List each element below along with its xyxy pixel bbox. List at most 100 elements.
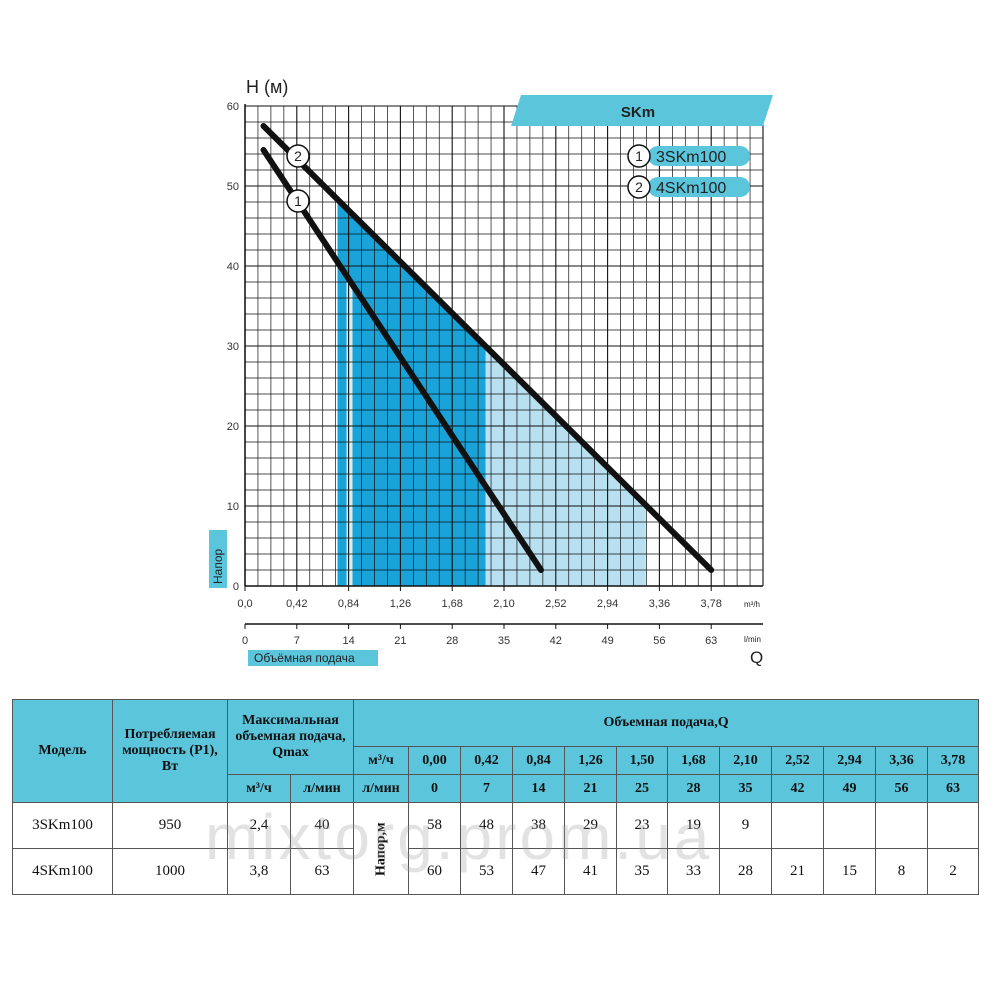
flow-m3h-cell: 3,78	[927, 746, 980, 775]
curve-marker-1-text: 1	[294, 193, 302, 209]
x-top-tick-label: 0,84	[338, 598, 359, 610]
x-top-tick-label: 0,0	[237, 598, 252, 610]
head-cell	[927, 802, 980, 849]
qmax-m3-cell: 2,4	[227, 802, 291, 849]
x-top-tick-label: 3,36	[649, 598, 670, 610]
x-top-tick-label: 2,52	[545, 598, 566, 610]
qmax-m3-cell: 3,8	[227, 848, 291, 895]
y-tick-label: 40	[227, 261, 239, 273]
head-cell: 21	[771, 848, 825, 895]
head-cell: 35	[616, 848, 669, 895]
head-cell: 19	[667, 802, 721, 849]
curve-marker-2-circle	[286, 144, 310, 168]
y-side-label: Напор	[211, 548, 225, 584]
x-top-tick-label: 2,10	[493, 598, 514, 610]
head-cell: 58	[408, 802, 462, 849]
head-cell: 48	[460, 802, 514, 849]
flow-m3h-cell: 0,00	[408, 746, 462, 775]
head-cell: 41	[564, 848, 618, 895]
x-top-tick-label: 0,42	[286, 598, 307, 610]
flow-lmin-cell: 49	[823, 774, 877, 803]
flow-lmin-cell: 7	[460, 774, 514, 803]
flow-lmin-cell: 35	[719, 774, 773, 803]
performance-curves	[260, 123, 715, 573]
x-bottom-tick-label: 42	[550, 635, 562, 647]
flow-lmin-cell: 42	[771, 774, 825, 803]
curve-marker-2: 2	[286, 144, 310, 168]
legend-marker-1-text: 1	[635, 148, 643, 164]
legend-box-1	[648, 146, 750, 166]
flow-lmin-cell: 28	[667, 774, 721, 803]
x-bottom-tick-label: 7	[294, 635, 300, 647]
header-qmax: Максимальная объемная подача, Qmax	[226, 699, 355, 775]
power-cell: 950	[112, 802, 228, 849]
qmax-l-cell: 63	[289, 848, 355, 895]
x-side-label: Объёмная подача	[254, 651, 355, 665]
x-bottom-tick-label: 28	[446, 635, 458, 647]
header-flow: Объемная подача,Q	[353, 699, 980, 747]
y-tick-label: 50	[227, 181, 239, 193]
head-cell: 33	[667, 848, 721, 895]
header-qmax-unit-lmin: л/мин	[289, 774, 355, 803]
flow-lmin-cell: 56	[875, 774, 929, 803]
legend-marker-2-text: 2	[635, 179, 643, 195]
x-unit-top: m³/h	[744, 600, 760, 609]
spec-table: Модель Потребляемая мощность (P1), Вт Ма…	[12, 699, 980, 895]
flow-m3h-cell: 2,10	[719, 746, 773, 775]
header-unit-m3: м³/ч	[353, 746, 410, 775]
x-bottom-tick-label: 35	[498, 635, 510, 647]
qmax-l-cell: 40	[289, 802, 355, 849]
x-bottom-tick-label: 49	[601, 635, 613, 647]
x-bottom-tick-label: 21	[394, 635, 406, 647]
head-cell: 29	[564, 802, 618, 849]
x-top-tick-labels: 0,0 0,42 0,84 1,26 1,68 2,10 2,52 2,94 3,36 3,78	[237, 586, 722, 610]
flow-m3h-cell: 2,94	[823, 746, 877, 775]
flow-m3h-row: м³/ч 0,00 0,42 0,84 1,26 1,50 1,68 2,10 2,52 2,9…	[13, 746, 980, 775]
head-cell	[771, 802, 825, 849]
flow-m3h-cell: 1,68	[667, 746, 721, 775]
series-title: SKm	[621, 104, 655, 121]
x-bottom-tick-label: 56	[653, 635, 665, 647]
head-cell: 15	[823, 848, 877, 895]
shaded-region-strip	[346, 282, 353, 586]
model-cell: 3SKm100	[12, 802, 113, 849]
flow-m3h-cell: 1,50	[616, 746, 669, 775]
y-tick-label: 20	[227, 421, 239, 433]
legend-marker-1	[627, 144, 651, 168]
y-tick-label: 0	[233, 581, 239, 593]
legend-label-1: 3SKm100	[656, 149, 726, 166]
model-cell: 4SKm100	[12, 848, 113, 895]
x-bottom-tick-labels: 0 7 14 21 28 35 42 49 56 63	[242, 624, 717, 647]
y-tick-label: 60	[227, 101, 239, 113]
flow-m3h-cell: 3,36	[875, 746, 929, 775]
y-tick-label: 30	[227, 341, 239, 353]
curve-marker-2-text: 2	[294, 148, 302, 164]
flow-lmin-cell: 63	[927, 774, 980, 803]
head-cell: 53	[460, 848, 514, 895]
curve-3SKm100	[260, 147, 544, 573]
table-row: 4SKm100 1000 3,8 63 60 53 47 41 35 33 28 21 15 8 2	[12, 848, 980, 895]
flow-lmin-row: м³/ч л/мин л/мин 0 7 14 21 25 28 35 42 49 56 63	[13, 774, 980, 803]
head-cell: 60	[408, 848, 462, 895]
head-cell: 47	[512, 848, 566, 895]
head-cell	[875, 802, 929, 849]
flow-lmin-cell: 14	[512, 774, 566, 803]
x-unit-bottom: l/min	[744, 635, 761, 644]
curve-4SKm100	[260, 123, 715, 573]
y-tick-label: 10	[227, 501, 239, 513]
x-top-tick-label: 1,68	[441, 598, 462, 610]
x-axis-letter: Q	[750, 648, 763, 667]
chart-grid	[244, 105, 764, 587]
x-top-tick-label: 2,94	[597, 598, 618, 610]
flow-lmin-cell: 0	[408, 774, 462, 803]
series-title-banner	[511, 95, 773, 126]
header-qmax-unit-m3: м³/ч	[227, 774, 291, 803]
x-side-label-box	[248, 650, 378, 666]
header-model: Модель	[12, 699, 113, 803]
head-cell: 8	[875, 848, 929, 895]
flow-m3h-cell: 0,42	[460, 746, 514, 775]
flow-lmin-cell: 25	[616, 774, 669, 803]
legend-marker-2	[627, 175, 651, 199]
head-cell	[823, 802, 877, 849]
